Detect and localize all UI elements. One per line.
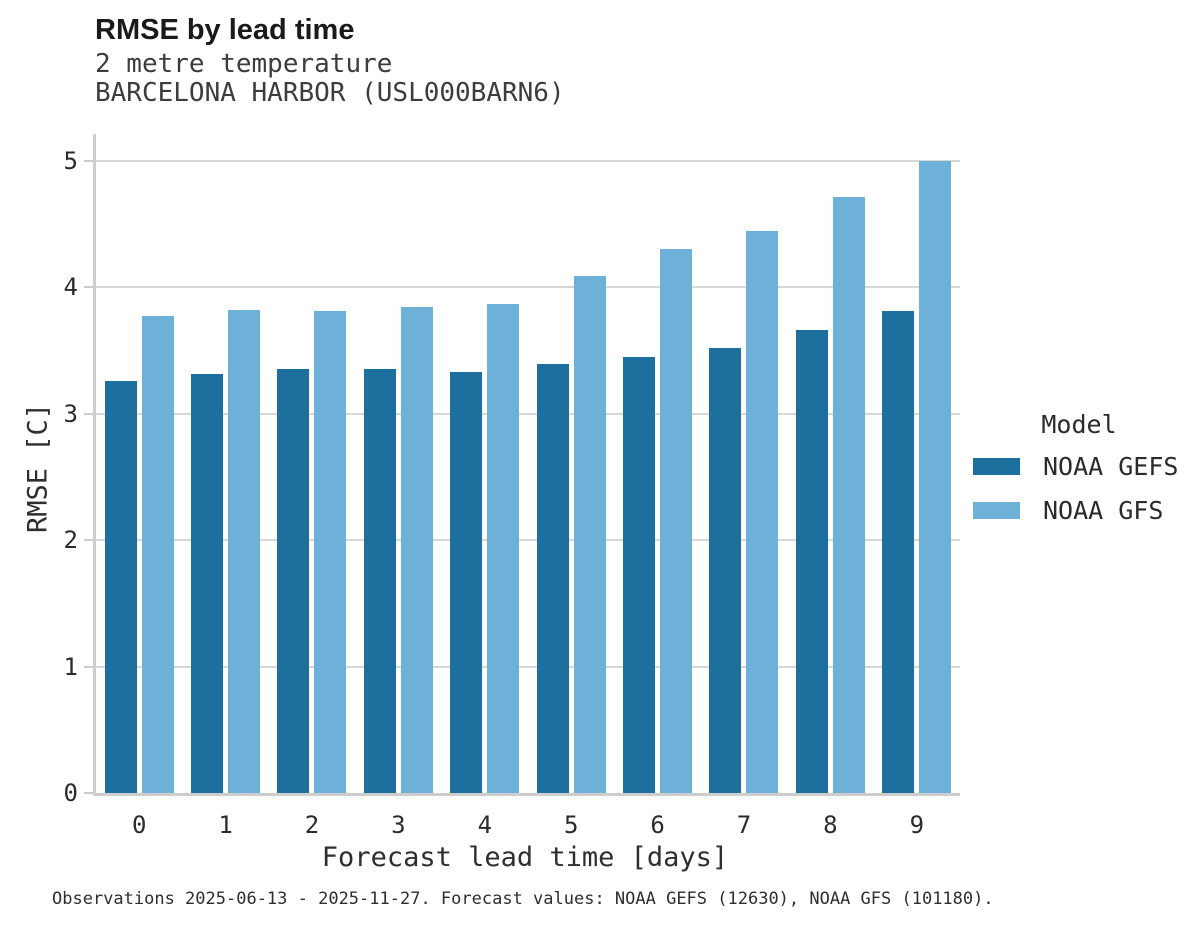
legend-title: Model	[1041, 410, 1117, 439]
bar-group-day-8	[787, 134, 873, 793]
y-tick-mark-2	[84, 539, 93, 542]
bar-noaa-gfs-day-3	[400, 307, 433, 793]
chart-subtitle-variable: 2 metre temperature	[95, 49, 393, 79]
y-tick-label-0: 0	[63, 779, 78, 807]
bar-noaa-gfs-day-0	[141, 316, 174, 793]
chart-subtitle-station: BARCELONA HARBOR (USL000BARN6)	[95, 78, 565, 108]
bar-group-day-6	[614, 134, 700, 793]
bar-noaa-gfs-day-7	[746, 231, 779, 793]
legend-entry-noaa-gefs: NOAA GEFS	[973, 452, 1185, 481]
legend-entries: NOAA GEFS NOAA GFS	[973, 452, 1185, 525]
bar-noaa-gefs-day-0	[104, 380, 137, 793]
bar-noaa-gefs-day-2	[277, 369, 310, 793]
bar-noaa-gefs-day-3	[363, 369, 396, 793]
gridline-y-1	[96, 665, 960, 668]
x-tick-label-3: 3	[391, 811, 406, 839]
plot-area: 0 1 2 3 4 5 0 1 2 3 4 5 6 7 8 9	[64, 134, 960, 839]
bar-noaa-gfs-day-2	[314, 311, 347, 793]
chart-subtitle: 2 metre temperature BARCELONA HARBOR (US…	[95, 50, 565, 108]
bar-noaa-gefs-day-8	[795, 330, 828, 793]
y-tick-label-3: 3	[63, 399, 78, 428]
x-tick-label-8: 8	[823, 811, 838, 839]
bar-group-day-7	[701, 134, 787, 793]
y-tick-label-5: 5	[63, 146, 78, 175]
gridline-y-3	[96, 412, 960, 415]
x-tick-label-0: 0	[131, 811, 147, 839]
bar-group-day-5	[528, 134, 614, 793]
legend-swatch-icon	[973, 458, 1020, 475]
bar-group-day-1	[182, 134, 268, 793]
x-axis-title: Forecast lead time [days]	[321, 842, 729, 873]
bar-noaa-gfs-day-6	[660, 249, 693, 793]
x-tick-label-4: 4	[477, 811, 493, 839]
bar-noaa-gfs-day-9	[919, 160, 952, 793]
bar-noaa-gfs-day-8	[832, 197, 865, 793]
y-tick-label-2: 2	[63, 526, 78, 555]
bar-group-day-2	[269, 134, 355, 793]
gridline-y-4	[96, 286, 960, 289]
bar-noaa-gfs-day-1	[228, 309, 261, 793]
chart-title: RMSE by lead time	[95, 14, 355, 46]
bar-noaa-gefs-day-4	[450, 371, 483, 793]
x-tick-label-1: 1	[218, 811, 233, 839]
gridline-y-5	[96, 159, 960, 162]
y-tick-label-1: 1	[63, 652, 78, 681]
x-tick-label-7: 7	[736, 811, 752, 839]
bar-noaa-gefs-day-5	[536, 364, 569, 793]
bar-group-day-9	[874, 134, 960, 793]
y-tick-mark-0	[84, 792, 93, 794]
bar-group-day-3	[355, 134, 441, 793]
x-tick-label-6: 6	[650, 811, 665, 839]
gridline-y-2	[96, 539, 960, 542]
legend-label: NOAA GEFS	[1043, 452, 1179, 481]
footer-note: Observations 2025-06-13 - 2025-11-27. Fo…	[52, 889, 994, 909]
bar-noaa-gfs-day-4	[487, 303, 520, 793]
legend-label: NOAA GFS	[1043, 496, 1164, 525]
y-tick-mark-3	[84, 412, 93, 415]
bar-group-day-0	[96, 134, 182, 793]
bar-noaa-gefs-day-6	[623, 356, 656, 793]
bar-noaa-gefs-day-7	[709, 347, 742, 793]
legend: Model NOAA GEFS NOAA GFS	[973, 410, 1185, 540]
legend-swatch-icon	[973, 502, 1020, 519]
x-tick-label-5: 5	[563, 811, 579, 839]
y-tick-label-4: 4	[63, 273, 78, 302]
y-tick-mark-4	[84, 286, 93, 289]
bar-noaa-gefs-day-9	[882, 311, 915, 793]
x-tick-label-2: 2	[304, 811, 320, 839]
legend-entry-noaa-gfs: NOAA GFS	[973, 496, 1185, 525]
y-tick-mark-1	[84, 665, 93, 668]
bar-noaa-gefs-day-1	[191, 374, 224, 793]
y-tick-mark-5	[84, 159, 93, 162]
bar-group-day-4	[442, 134, 528, 793]
bar-noaa-gfs-day-5	[573, 275, 606, 793]
x-tick-label-9: 9	[909, 811, 925, 839]
